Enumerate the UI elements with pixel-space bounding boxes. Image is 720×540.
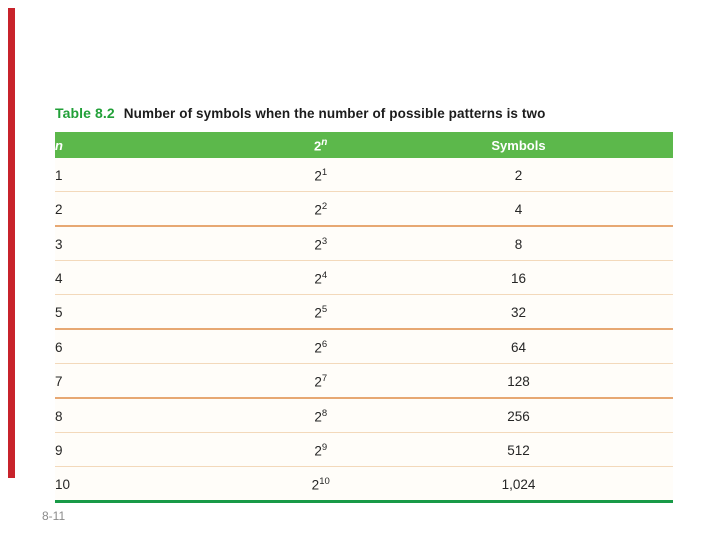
power-exponent-label: n [321, 136, 328, 148]
cell-spacer [635, 398, 673, 433]
cell-spacer [635, 363, 673, 399]
power-base: 2 [314, 168, 322, 184]
table-number-label: Table 8.2 [55, 105, 115, 121]
table-row: 6 26 64 [55, 329, 673, 364]
power-exponent: 5 [321, 303, 328, 315]
power-base: 2 [314, 237, 322, 253]
power-base: 2 [314, 202, 322, 218]
cell-symbols: 128 [401, 363, 636, 399]
table-caption: Table 8.2 Number of symbols when the numb… [55, 105, 675, 121]
power-exponent: 3 [321, 235, 328, 247]
cell-symbols: 8 [401, 226, 636, 261]
table-body: 1 21 2 2 22 4 3 23 8 4 24 16 5 25 32 6 26 64 7 27 128 8 28 256 9… [55, 158, 673, 503]
cell-symbols: 4 [401, 191, 636, 227]
cell-spacer [635, 191, 673, 227]
cell-n: 10 [55, 466, 241, 503]
power-exponent: 8 [321, 407, 328, 419]
cell-spacer [635, 432, 673, 467]
cell-n: 2 [55, 191, 241, 227]
table-row: 1 21 2 [55, 158, 673, 192]
header-cell-spacer [635, 132, 673, 158]
header-cell-symbols: Symbols [401, 132, 636, 158]
cell-power: 28 [240, 398, 402, 433]
power-base: 2 [314, 443, 322, 459]
cell-spacer [635, 260, 673, 295]
header-cell-n: n [55, 132, 241, 158]
cell-power: 22 [240, 191, 402, 227]
cell-symbols: 1,024 [401, 466, 636, 503]
power-exponent: 9 [321, 441, 328, 453]
table-row: 5 25 32 [55, 294, 673, 330]
table-row: 3 23 8 [55, 226, 673, 261]
cell-spacer [635, 158, 673, 192]
red-accent-bar [8, 8, 15, 478]
cell-n: 5 [55, 294, 241, 330]
power-base: 2 [314, 340, 322, 356]
cell-power: 26 [240, 329, 402, 364]
cell-symbols: 512 [401, 432, 636, 467]
cell-n: 6 [55, 329, 241, 364]
cell-n: 3 [55, 226, 241, 261]
cell-power: 210 [240, 466, 402, 503]
power-base: 2 [314, 409, 322, 425]
cell-n: 7 [55, 363, 241, 399]
power-exponent: 6 [321, 338, 328, 350]
cell-symbols: 2 [401, 158, 636, 192]
table-row: 7 27 128 [55, 363, 673, 399]
cell-symbols: 256 [401, 398, 636, 433]
power-exponent: 2 [321, 200, 328, 212]
power-exponent: 4 [321, 269, 328, 281]
cell-n: 8 [55, 398, 241, 433]
cell-power: 27 [240, 363, 402, 399]
symbols-table: n 2n Symbols 1 21 2 2 22 4 3 23 8 4 24 16 5 25 32 6 26 64… [55, 132, 673, 503]
cell-spacer [635, 226, 673, 261]
cell-symbols: 16 [401, 260, 636, 295]
cell-power: 25 [240, 294, 402, 330]
power-base: 2 [314, 374, 322, 390]
power-exponent: 10 [319, 475, 330, 487]
power-base: 2 [314, 271, 322, 287]
cell-spacer [635, 329, 673, 364]
power-exponent: 1 [321, 166, 328, 178]
cell-power: 21 [240, 158, 402, 192]
cell-power: 23 [240, 226, 402, 261]
table-row: 8 28 256 [55, 398, 673, 433]
table-header: n 2n Symbols [55, 132, 673, 158]
cell-power: 24 [240, 260, 402, 295]
cell-spacer [635, 466, 673, 503]
table-row: 2 22 4 [55, 191, 673, 227]
header-cell-power: 2n [240, 132, 402, 158]
cell-n: 9 [55, 432, 241, 467]
cell-symbols: 32 [401, 294, 636, 330]
power-base: 2 [311, 477, 320, 493]
table-row: 10 210 1,024 [55, 466, 673, 503]
power-exponent: 7 [321, 372, 328, 384]
power-base: 2 [314, 305, 322, 321]
power-base-label: 2 [314, 138, 322, 154]
table-row: 9 29 512 [55, 432, 673, 467]
cell-power: 29 [240, 432, 402, 467]
cell-symbols: 64 [401, 329, 636, 364]
cell-n: 4 [55, 260, 241, 295]
table-caption-text: Number of symbols when the number of pos… [123, 106, 546, 121]
cell-n: 1 [55, 158, 241, 192]
slide-page-number: 8-11 [42, 509, 66, 523]
table-row: 4 24 16 [55, 260, 673, 295]
cell-spacer [635, 294, 673, 330]
header-row: n 2n Symbols [55, 132, 673, 158]
